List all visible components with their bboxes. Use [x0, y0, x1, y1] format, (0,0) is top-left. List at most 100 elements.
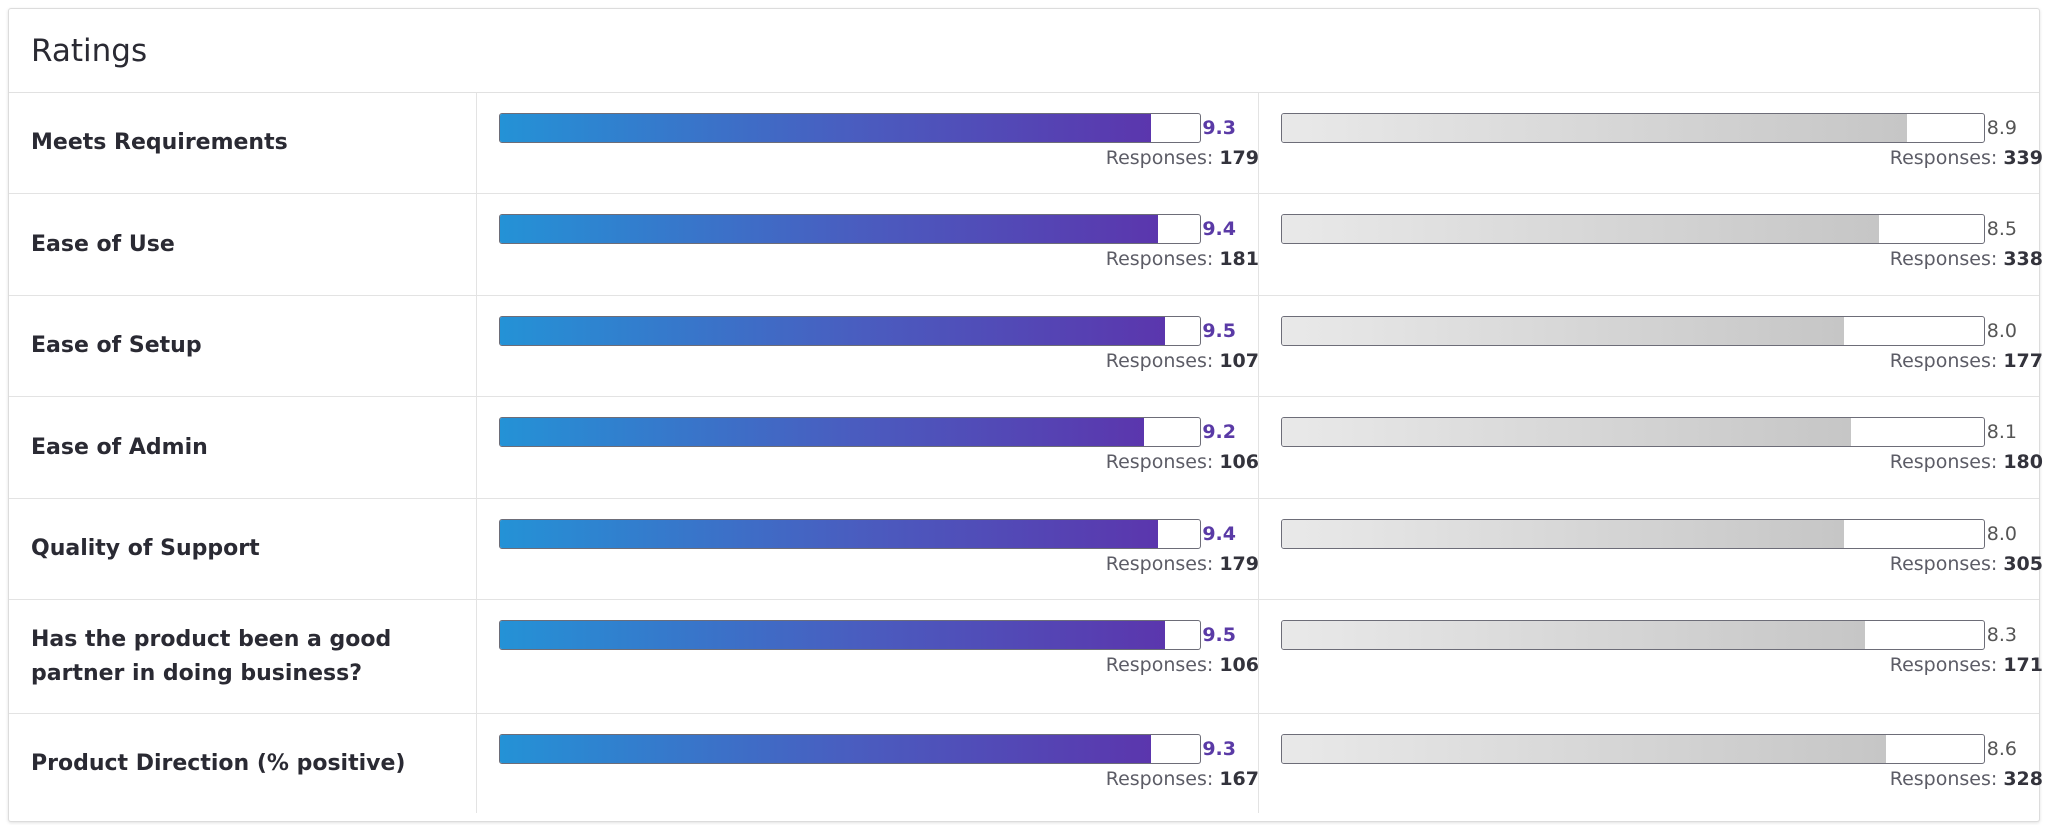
category-average-cell: 8.5 Responses: 338: [1259, 194, 2043, 295]
responses-number: 305: [2003, 553, 2043, 575]
rating-row-ease-of-admin: Ease of Admin 9.2 Responses: 106 8.1 Respons…: [9, 397, 2043, 499]
rating-label: Ease of Admin: [9, 397, 477, 498]
rating-bar-track: [499, 417, 1201, 447]
responses-count: Responses: 179: [499, 147, 1259, 169]
responses-label: Responses:: [1105, 654, 1220, 676]
rating-score: 9.5: [1202, 624, 1236, 646]
rating-label: Has the product been a good partner in d…: [9, 600, 477, 713]
product-rating-cell: 9.3 Responses: 179: [477, 93, 1259, 193]
responses-number: 106: [1219, 654, 1259, 676]
responses-number: 179: [1219, 147, 1259, 169]
rating-score: 8.9: [1986, 117, 2017, 139]
rating-row-has-the-product-been-a-good-partner-in-doing-business: Has the product been a good partner in d…: [9, 600, 2043, 714]
category-average-cell: 8.6 Responses: 328: [1259, 714, 2043, 813]
rating-label: Meets Requirements: [9, 93, 477, 193]
rating-bar-track: [499, 620, 1201, 650]
responses-number: 177: [2003, 350, 2043, 372]
responses-number: 181: [1219, 248, 1259, 270]
rating-bar-track: [499, 214, 1201, 244]
rating-score: 8.1: [1986, 421, 2017, 443]
rating-bar-fill: [1282, 418, 1851, 446]
rating-score: 9.3: [1202, 117, 1236, 139]
responses-label: Responses:: [1889, 768, 2004, 790]
product-rating-cell: 9.5 Responses: 107: [477, 296, 1259, 396]
responses-count: Responses: 106: [499, 654, 1259, 676]
rating-score: 9.4: [1202, 218, 1236, 240]
product-rating-cell: 9.3 Responses: 167: [477, 714, 1259, 813]
rating-bar-fill: [500, 215, 1158, 243]
rating-bar-fill: [1282, 520, 1844, 548]
category-average-cell: 8.0 Responses: 305: [1259, 499, 2043, 599]
rating-label: Quality of Support: [9, 499, 477, 599]
responses-count: Responses: 180: [1281, 451, 2043, 473]
product-rating-cell: 9.4 Responses: 179: [477, 499, 1259, 599]
responses-count: Responses: 106: [499, 451, 1259, 473]
rating-score: 9.4: [1202, 523, 1236, 545]
ratings-rows: Meets Requirements 9.3 Responses: 179 8.9 Re…: [9, 93, 2043, 813]
responses-number: 107: [1219, 350, 1259, 372]
responses-label: Responses:: [1889, 248, 2004, 270]
responses-count: Responses: 305: [1281, 553, 2043, 575]
responses-count: Responses: 177: [1281, 350, 2043, 372]
rating-label: Ease of Setup: [9, 296, 477, 396]
rating-score: 8.6: [1986, 738, 2017, 760]
rating-score: 9.2: [1202, 421, 1236, 443]
product-rating-cell: 9.2 Responses: 106: [477, 397, 1259, 498]
product-rating-cell: 9.5 Responses: 106: [477, 600, 1259, 713]
rating-label: Ease of Use: [9, 194, 477, 295]
responses-label: Responses:: [1105, 768, 1220, 790]
responses-number: 106: [1219, 451, 1259, 473]
rating-row-product-direction-positive: Product Direction (% positive) 9.3 Respons…: [9, 714, 2043, 813]
rating-bar-track: [499, 519, 1201, 549]
category-average-cell: 8.1 Responses: 180: [1259, 397, 2043, 498]
responses-count: Responses: 167: [499, 768, 1259, 790]
rating-bar-track: [499, 113, 1201, 143]
category-average-cell: 8.3 Responses: 171: [1259, 600, 2043, 713]
rating-bar-fill: [1282, 621, 1865, 649]
responses-label: Responses:: [1889, 350, 2004, 372]
rating-row-meets-requirements: Meets Requirements 9.3 Responses: 179 8.9 Re…: [9, 93, 2043, 194]
rating-bar-fill: [500, 735, 1151, 763]
responses-count: Responses: 328: [1281, 768, 2043, 790]
responses-label: Responses:: [1105, 350, 1220, 372]
rating-bar-fill: [1282, 114, 1907, 142]
rating-bar-fill: [1282, 735, 1886, 763]
responses-label: Responses:: [1889, 451, 2004, 473]
card-header: Ratings: [9, 9, 2039, 93]
responses-number: 179: [1219, 553, 1259, 575]
responses-number: 339: [2003, 147, 2043, 169]
responses-label: Responses:: [1105, 248, 1220, 270]
rating-bar-track: [1281, 316, 1985, 346]
responses-number: 171: [2003, 654, 2043, 676]
rating-bar-track: [499, 734, 1201, 764]
rating-bar-track: [1281, 519, 1985, 549]
responses-number: 338: [2003, 248, 2043, 270]
rating-bar-track: [499, 316, 1201, 346]
rating-bar-track: [1281, 734, 1985, 764]
rating-bar-track: [1281, 113, 1985, 143]
rating-bar-track: [1281, 417, 1985, 447]
responses-number: 328: [2003, 768, 2043, 790]
rating-score: 8.0: [1986, 320, 2017, 342]
responses-count: Responses: 171: [1281, 654, 2043, 676]
rating-bar-fill: [500, 418, 1144, 446]
rating-bar-fill: [1282, 317, 1844, 345]
responses-label: Responses:: [1889, 147, 2004, 169]
category-average-cell: 8.0 Responses: 177: [1259, 296, 2043, 396]
responses-count: Responses: 179: [499, 553, 1259, 575]
responses-count: Responses: 338: [1281, 248, 2043, 270]
responses-label: Responses:: [1105, 451, 1220, 473]
product-rating-cell: 9.4 Responses: 181: [477, 194, 1259, 295]
responses-count: Responses: 181: [499, 248, 1259, 270]
rating-label: Product Direction (% positive): [9, 714, 477, 813]
rating-score: 8.5: [1986, 218, 2017, 240]
responses-number: 167: [1219, 768, 1259, 790]
rating-bar-track: [1281, 214, 1985, 244]
responses-number: 180: [2003, 451, 2043, 473]
rating-score: 9.3: [1202, 738, 1236, 760]
rating-bar-fill: [500, 317, 1165, 345]
rating-score: 8.0: [1986, 523, 2017, 545]
rating-bar-fill: [500, 114, 1151, 142]
rating-score: 8.3: [1986, 624, 2017, 646]
rating-bar-track: [1281, 620, 1985, 650]
